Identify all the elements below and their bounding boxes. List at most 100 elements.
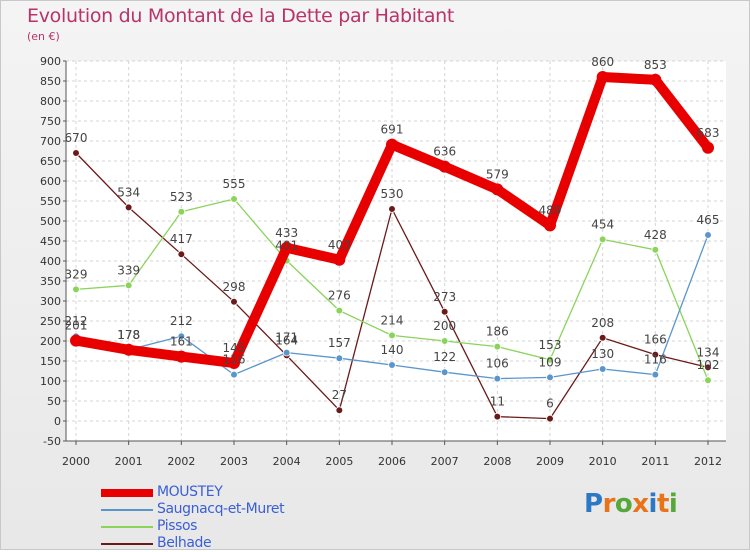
data-point-moustey — [175, 350, 188, 363]
data-point-saugnacq-et-muret — [388, 361, 396, 369]
data-point-saugnacq-et-muret — [493, 374, 502, 383]
data-label-belhade: 6 — [546, 397, 554, 411]
data-label-pissos: 276 — [328, 289, 351, 303]
data-label-moustey: 579 — [486, 167, 509, 181]
x-tick-label: 2012 — [694, 455, 722, 468]
data-point-moustey — [122, 343, 135, 356]
data-label-moustey: 433 — [275, 226, 298, 240]
data-point-saugnacq-et-muret — [230, 370, 238, 379]
data-label-pissos: 102 — [697, 358, 720, 372]
y-tick-label: 450 — [40, 235, 61, 248]
data-label-saugnacq-et-muret: 116 — [644, 353, 667, 367]
legend-swatch — [101, 543, 153, 545]
data-label-saugnacq-et-muret: 212 — [170, 314, 193, 328]
data-label-belhade: 166 — [644, 333, 667, 347]
x-tick-label: 2004 — [273, 455, 301, 468]
y-tick-label: 300 — [40, 295, 61, 308]
data-label-pissos: 339 — [117, 263, 140, 277]
logo-letter: t — [656, 489, 669, 519]
data-point-belhade — [388, 205, 396, 213]
y-tick-label: 800 — [40, 95, 61, 108]
data-label-saugnacq-et-muret: 140 — [381, 343, 404, 357]
data-label-belhade: 11 — [490, 395, 505, 409]
legend-swatch — [101, 509, 153, 511]
data-label-pissos: 153 — [539, 338, 562, 352]
data-point-saugnacq-et-muret — [335, 354, 344, 363]
data-point-belhade — [177, 250, 186, 259]
y-tick-label: 150 — [40, 355, 61, 368]
x-tick-label: 2002 — [167, 455, 195, 468]
proxiti-logo: Proxiti — [584, 489, 678, 519]
data-label-moustey: 161 — [170, 335, 193, 349]
data-label-belhade: 164 — [275, 333, 298, 347]
x-tick-label: 2007 — [431, 455, 459, 468]
y-tick-label: -50 — [43, 435, 61, 448]
data-label-pissos: 186 — [486, 325, 509, 339]
data-label-saugnacq-et-muret: 157 — [328, 336, 351, 350]
y-tick-label: 550 — [40, 195, 61, 208]
y-tick-label: 700 — [40, 135, 61, 148]
data-label-belhade: 273 — [433, 290, 456, 304]
data-label-saugnacq-et-muret: 178 — [117, 328, 140, 342]
data-label-pissos: 200 — [433, 319, 456, 333]
data-label-saugnacq-et-muret: 109 — [539, 355, 562, 369]
plot-background — [66, 61, 726, 441]
chart-subtitle: (en €) — [27, 30, 60, 43]
data-label-moustey: 489 — [539, 203, 562, 217]
data-label-moustey: 403 — [328, 238, 351, 252]
data-label-belhade: 670 — [65, 131, 88, 145]
y-tick-label: 750 — [40, 115, 61, 128]
data-label-saugnacq-et-muret: 465 — [697, 213, 720, 227]
x-tick-label: 2001 — [115, 455, 143, 468]
legend-swatch — [101, 489, 153, 497]
data-point-moustey — [70, 334, 82, 347]
x-tick-label: 2010 — [589, 455, 617, 468]
data-label-belhade: 417 — [170, 232, 193, 246]
data-label-pissos: 555 — [223, 177, 246, 191]
data-label-saugnacq-et-muret: 122 — [433, 350, 456, 364]
data-point-saugnacq-et-muret — [651, 370, 660, 379]
x-tick-label: 2011 — [641, 455, 669, 468]
data-label-belhade: 208 — [591, 316, 614, 330]
data-point-belhade — [546, 414, 554, 423]
data-point-moustey — [386, 138, 398, 151]
data-point-moustey — [702, 141, 714, 154]
data-point-pissos — [704, 376, 712, 385]
x-tick-label: 2006 — [378, 455, 406, 468]
data-point-pissos — [598, 235, 607, 244]
data-point-saugnacq-et-muret — [282, 348, 291, 357]
data-label-saugnacq-et-muret: 171 — [275, 331, 298, 345]
y-tick-label: 350 — [40, 275, 61, 288]
legend-label: Belhade — [157, 535, 212, 551]
logo-letter: o — [614, 489, 633, 519]
y-tick-label: 50 — [47, 395, 61, 408]
y-tick-label: 850 — [40, 75, 61, 88]
y-tick-label: 500 — [40, 215, 61, 228]
legend-label: Saugnacq-et-Muret — [157, 501, 285, 517]
chart-plot: -50 0 50 100 150 200 250 300 350 400 450 500 550 600 6… — [40, 55, 726, 468]
x-tick-label: 2003 — [220, 455, 248, 468]
data-label-saugnacq-et-muret: 212 — [65, 314, 88, 328]
data-point-moustey — [333, 253, 346, 266]
data-point-belhade — [230, 297, 238, 306]
data-point-pissos — [546, 355, 554, 364]
logo-letter: x — [632, 489, 649, 519]
data-label-moustey: 860 — [591, 55, 614, 69]
data-point-pissos — [177, 208, 186, 216]
data-point-pissos — [651, 246, 660, 254]
x-tick-label: 2009 — [536, 455, 564, 468]
y-tick-label: 400 — [40, 255, 61, 268]
data-point-moustey — [649, 73, 662, 86]
y-tick-label: 600 — [40, 175, 61, 188]
data-label-pissos: 523 — [170, 190, 193, 204]
data-point-pissos — [230, 195, 238, 203]
legend-label: Pissos — [157, 518, 198, 534]
data-label-saugnacq-et-muret: 106 — [486, 357, 509, 371]
data-label-saugnacq-et-muret: 130 — [591, 347, 614, 361]
data-point-belhade — [335, 406, 344, 415]
data-point-pissos — [493, 342, 502, 351]
data-point-moustey — [438, 160, 451, 173]
data-label-belhade: 134 — [697, 345, 720, 359]
data-label-belhade: 27 — [332, 388, 347, 402]
